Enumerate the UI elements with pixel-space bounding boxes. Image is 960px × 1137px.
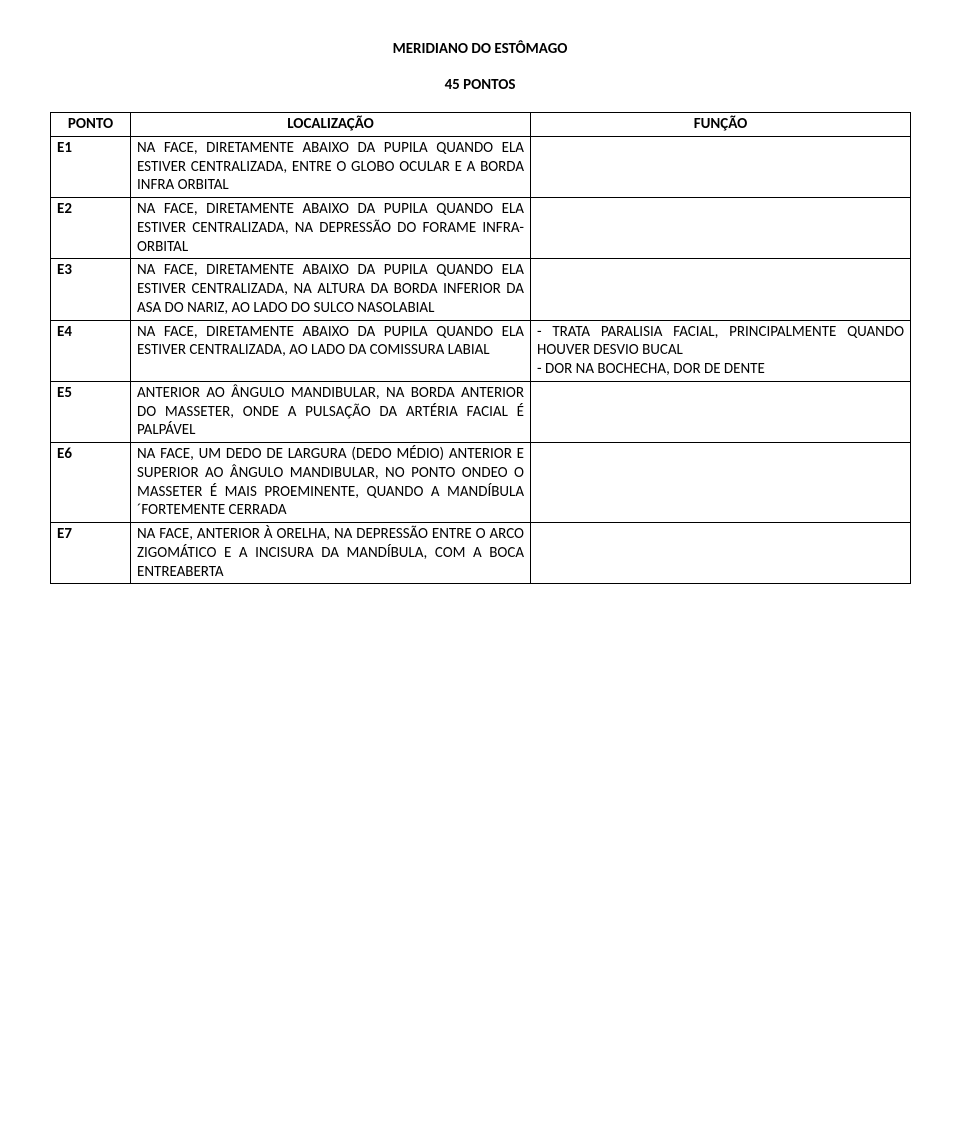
cell-func <box>531 381 911 442</box>
table-row: E4 NA FACE, DIRETAMENTE ABAIXO DA PUPILA… <box>51 320 911 381</box>
table-header-row: PONTO LOCALIZAÇÃO FUNÇÃO <box>51 113 911 137</box>
cell-ponto: E1 <box>51 136 131 197</box>
table-row: E3 NA FACE, DIRETAMENTE ABAIXO DA PUPILA… <box>51 259 911 320</box>
cell-func <box>531 523 911 584</box>
cell-ponto: E2 <box>51 198 131 259</box>
cell-loc: NA FACE, DIRETAMENTE ABAIXO DA PUPILA QU… <box>131 320 531 381</box>
cell-func <box>531 198 911 259</box>
cell-func <box>531 443 911 523</box>
table-row: E5 ANTERIOR AO ÂNGULO MANDIBULAR, NA BOR… <box>51 381 911 442</box>
cell-func <box>531 136 911 197</box>
cell-loc: ANTERIOR AO ÂNGULO MANDIBULAR, NA BORDA … <box>131 381 531 442</box>
page-subtitle: 45 PONTOS <box>50 76 910 94</box>
cell-ponto: E3 <box>51 259 131 320</box>
table-row: E6 NA FACE, UM DEDO DE LARGURA (DEDO MÉD… <box>51 443 911 523</box>
table-row: E1 NA FACE, DIRETAMENTE ABAIXO DA PUPILA… <box>51 136 911 197</box>
cell-loc: NA FACE, UM DEDO DE LARGURA (DEDO MÉDIO)… <box>131 443 531 523</box>
cell-ponto: E6 <box>51 443 131 523</box>
table-row: E7 NA FACE, ANTERIOR À ORELHA, NA DEPRES… <box>51 523 911 584</box>
cell-loc: NA FACE, ANTERIOR À ORELHA, NA DEPRESSÃO… <box>131 523 531 584</box>
points-table: PONTO LOCALIZAÇÃO FUNÇÃO E1 NA FACE, DIR… <box>50 112 911 584</box>
cell-ponto: E7 <box>51 523 131 584</box>
cell-func: - TRATA PARALISIA FACIAL, PRINCIPALMENTE… <box>531 320 911 381</box>
page-title: MERIDIANO DO ESTÔMAGO <box>50 40 910 58</box>
cell-ponto: E5 <box>51 381 131 442</box>
col-header-localizacao: LOCALIZAÇÃO <box>131 113 531 137</box>
cell-loc: NA FACE, DIRETAMENTE ABAIXO DA PUPILA QU… <box>131 136 531 197</box>
cell-loc: NA FACE, DIRETAMENTE ABAIXO DA PUPILA QU… <box>131 198 531 259</box>
cell-ponto: E4 <box>51 320 131 381</box>
col-header-funcao: FUNÇÃO <box>531 113 911 137</box>
cell-func <box>531 259 911 320</box>
table-row: E2 NA FACE, DIRETAMENTE ABAIXO DA PUPILA… <box>51 198 911 259</box>
cell-loc: NA FACE, DIRETAMENTE ABAIXO DA PUPILA QU… <box>131 259 531 320</box>
col-header-ponto: PONTO <box>51 113 131 137</box>
